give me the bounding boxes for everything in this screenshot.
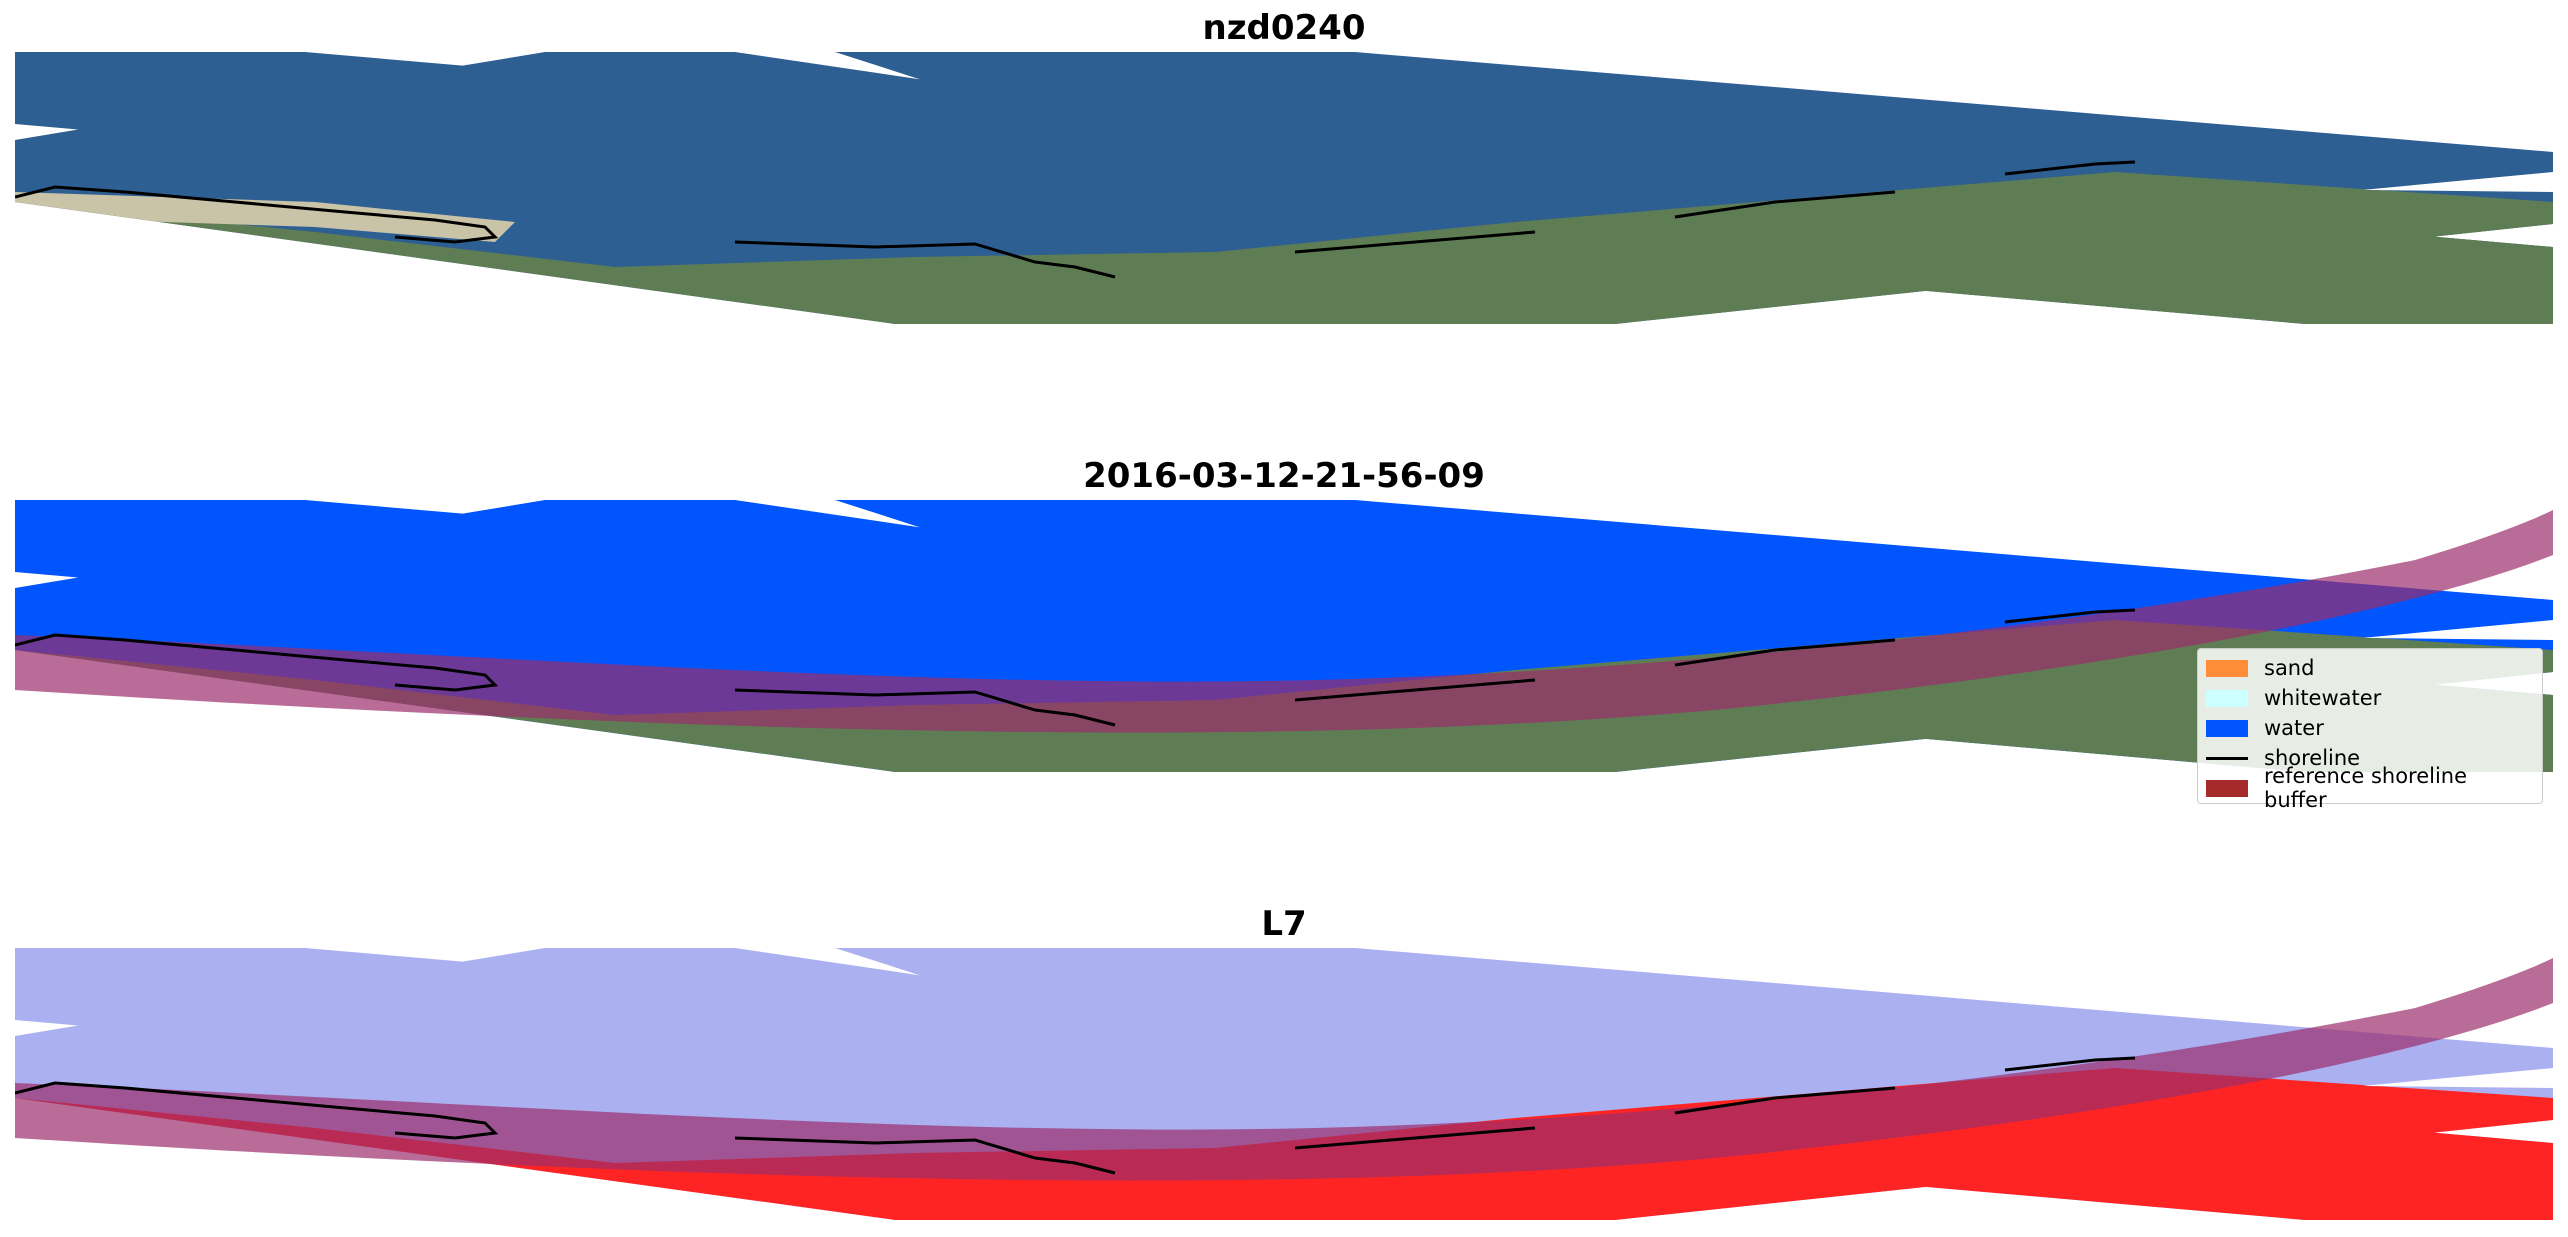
legend-label: sand bbox=[2264, 656, 2315, 680]
panel-title-index: L7 bbox=[1261, 904, 1307, 944]
panel-title-classification: 2016-03-12-21-56-09 bbox=[1083, 456, 1485, 496]
legend-label: reference shoreline buffer bbox=[2264, 764, 2468, 812]
whitewater-swatch bbox=[2206, 689, 2248, 707]
index-panel bbox=[15, 948, 2553, 1220]
legend-item-sand: sand bbox=[2206, 653, 2534, 683]
rgb-image-panel bbox=[15, 52, 2553, 324]
legend: sand whitewater water shoreline referenc… bbox=[2197, 648, 2543, 812]
legend-label: shoreline bbox=[2264, 746, 2361, 770]
legend-item-water: water bbox=[2206, 713, 2534, 743]
index-image bbox=[15, 948, 2553, 1220]
legend-item-whitewater: whitewater bbox=[2206, 683, 2534, 713]
legend-label: whitewater bbox=[2264, 686, 2382, 710]
shoreline-swatch bbox=[2206, 756, 2248, 760]
classification-image bbox=[15, 500, 2553, 772]
reference-buffer-swatch bbox=[2206, 779, 2248, 797]
legend-item-shoreline: shoreline bbox=[2206, 743, 2534, 773]
classification-panel bbox=[15, 500, 2553, 772]
sand-swatch bbox=[2206, 659, 2248, 677]
rgb-image bbox=[15, 52, 2553, 324]
legend-label: water bbox=[2264, 716, 2324, 740]
legend-item-reference-buffer: reference shoreline buffer bbox=[2206, 764, 2534, 812]
panel-title-rgb: nzd0240 bbox=[1202, 8, 1366, 48]
water-swatch bbox=[2206, 719, 2248, 737]
